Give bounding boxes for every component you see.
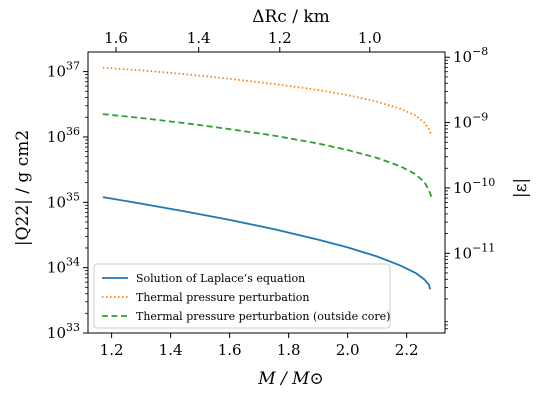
series-line-3 [102,113,433,199]
legend: Solution of Laplace’s equation Thermal pr… [93,263,391,329]
plot-area [87,51,446,334]
x-tick-label: 1.8 [277,341,301,359]
x-tick-label: 1.2 [100,341,124,359]
x-tick-label: 1.4 [159,341,183,359]
top-tick-label: 1.2 [268,29,292,47]
y-right-tick-label: 10−11 [453,241,495,262]
y-axis-label-right: |ε| [511,178,531,198]
y-left-tick-label: 1035 [47,190,80,211]
x-tick-label: 2.2 [395,341,419,359]
legend-label-3: Thermal pressure perturbation (outside c… [136,310,390,323]
x-axis-label: M / M⊙ [257,369,324,389]
y-right-tick-label: 10−9 [453,111,488,132]
top-tick-label: 1.4 [187,29,211,47]
series-line-1 [102,196,432,290]
top-tick-label: 1.6 [104,29,128,47]
x-tick-label: 1.6 [218,341,242,359]
y-right-tick-label: 10−8 [453,45,488,66]
top-tick-label: 1.0 [358,29,382,47]
y-left-tick-label: 1034 [47,256,80,277]
y-left-tick-label: 1033 [47,321,80,342]
legend-box [93,263,391,329]
ticks-layer: 1.2 1.4 1.6 1.8 2.0 2.2 1.6 1.4 1.2 1.0 1033 1034 10… [47,29,495,359]
y-axis-label-left: |Q22| / g cm2 [13,130,33,246]
x-tick-label: 2.0 [336,341,360,359]
legend-label-1: Solution of Laplace’s equation [136,272,305,285]
y-left-tick-label: 1036 [47,125,80,146]
y-right-tick-label: 10−10 [453,176,495,197]
legend-label-2: Thermal pressure perturbation [136,291,309,304]
series-layer [102,66,433,290]
series-line-2 [102,66,433,136]
y-left-tick-label: 1037 [47,60,80,81]
top-axis-label: ΔRc / km [252,7,330,27]
plot-frame [87,51,446,334]
